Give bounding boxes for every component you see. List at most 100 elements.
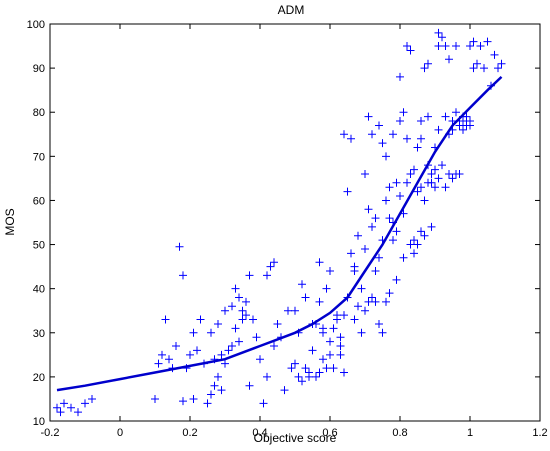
data-point — [228, 342, 236, 351]
data-point — [354, 231, 362, 240]
y-tick-label: 60 — [33, 195, 45, 207]
data-point — [74, 408, 82, 417]
y-tick-label: 30 — [33, 328, 45, 340]
data-point — [473, 59, 481, 68]
data-point — [175, 242, 184, 251]
data-point — [329, 364, 338, 373]
data-point — [441, 42, 450, 51]
data-point — [245, 381, 254, 390]
x-tick-label: 0.8 — [392, 427, 407, 439]
data-point — [410, 236, 418, 245]
data-point — [273, 319, 282, 328]
data-point — [231, 284, 240, 293]
data-point — [389, 236, 397, 245]
data-point — [56, 408, 65, 417]
data-point — [371, 214, 380, 223]
data-point — [476, 42, 485, 51]
data-point — [217, 350, 226, 359]
data-point — [392, 227, 401, 236]
data-point — [214, 319, 222, 328]
data-point — [420, 196, 429, 205]
data-point — [371, 297, 380, 306]
data-point — [413, 240, 422, 249]
data-point — [452, 42, 460, 51]
data-point — [340, 311, 348, 320]
y-tick-label: 100 — [27, 19, 45, 31]
data-point — [368, 130, 376, 139]
data-point — [361, 169, 369, 178]
data-point — [172, 342, 180, 351]
data-point — [375, 319, 383, 328]
data-point — [322, 284, 331, 293]
data-point — [483, 37, 492, 46]
data-point — [336, 342, 345, 351]
data-point — [186, 350, 194, 359]
data-point — [431, 183, 439, 192]
data-point — [350, 262, 359, 271]
data-point — [357, 328, 366, 337]
x-tick-label: 0.4 — [252, 427, 267, 439]
data-point — [434, 125, 443, 134]
data-point — [406, 169, 415, 178]
data-point — [480, 64, 488, 73]
data-point — [315, 368, 324, 377]
data-point — [315, 297, 324, 306]
data-point — [270, 258, 278, 267]
data-point — [312, 372, 320, 381]
data-point — [375, 121, 383, 130]
data-point — [434, 174, 443, 183]
data-point — [431, 165, 439, 174]
data-point — [424, 59, 432, 68]
data-point — [382, 196, 390, 205]
data-point — [469, 37, 478, 46]
data-point — [382, 152, 390, 161]
data-point — [364, 297, 373, 306]
data-point — [333, 311, 341, 320]
data-point — [210, 381, 219, 390]
data-point — [389, 130, 397, 139]
data-point — [329, 324, 338, 333]
y-tick-label: 70 — [33, 151, 45, 163]
data-point — [81, 399, 89, 408]
data-point — [354, 302, 362, 311]
data-point — [256, 355, 264, 364]
data-point — [319, 324, 327, 333]
data-point — [207, 390, 215, 399]
data-point — [413, 187, 422, 196]
data-point — [413, 143, 422, 152]
data-point — [305, 372, 313, 381]
data-point — [378, 328, 387, 337]
data-point — [221, 306, 229, 315]
data-point — [427, 222, 436, 231]
data-point — [154, 359, 163, 368]
y-tick-label: 20 — [33, 372, 45, 384]
y-tick-label: 10 — [33, 416, 45, 428]
data-point — [403, 178, 411, 187]
data-point — [382, 297, 390, 306]
data-point — [385, 214, 394, 223]
data-point — [221, 359, 229, 368]
data-point — [410, 165, 418, 174]
data-point — [364, 112, 373, 121]
data-point — [375, 253, 383, 262]
x-tick-label: 1.2 — [532, 427, 547, 439]
data-point — [319, 355, 327, 364]
x-tick-label: 0 — [117, 427, 123, 439]
data-point — [403, 134, 411, 143]
data-point — [399, 253, 408, 262]
data-point — [259, 399, 268, 408]
data-point — [263, 271, 271, 280]
plot-area — [49, 23, 541, 422]
data-point — [231, 324, 240, 333]
data-point — [417, 227, 425, 236]
data-point — [291, 359, 299, 368]
data-point — [357, 284, 366, 293]
y-tick-label: 80 — [33, 107, 45, 119]
data-point — [455, 169, 464, 178]
data-point — [368, 222, 376, 231]
data-point — [242, 311, 250, 320]
data-point — [417, 117, 425, 126]
data-point — [214, 372, 222, 381]
data-point — [336, 350, 345, 359]
data-point — [462, 112, 471, 121]
